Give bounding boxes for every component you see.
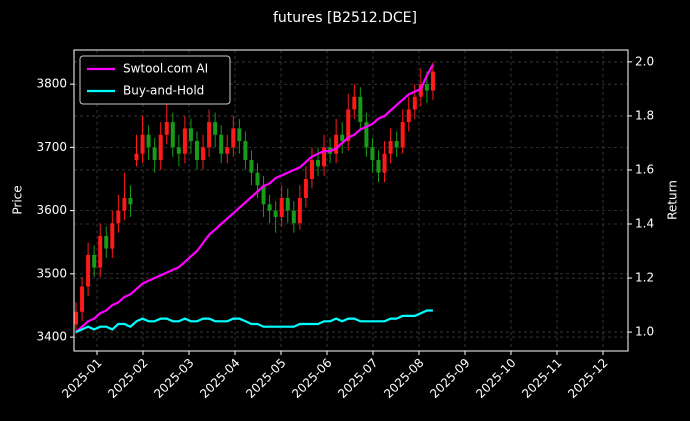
x-tick-label: 2025-01 [59,356,104,401]
candle-body [291,210,296,224]
candle-body [261,185,266,205]
candle-body [110,223,115,249]
candle-body [340,134,345,142]
candle-body [116,210,121,224]
legend-label: Swtool.com AI [123,62,208,76]
y-axis-label: Price [11,185,25,214]
candle-body [195,141,199,161]
x-tick-label: 2025-04 [197,356,242,401]
candle-body [140,134,145,154]
x-tick-label: 2025-10 [473,356,518,401]
x-tick-label: 2025-11 [519,356,564,401]
x-tick-label: 2025-09 [427,356,472,401]
y2-tick-label: 1.6 [635,162,654,176]
y-tick-label: 3600 [36,203,67,217]
x-tick-label: 2025-03 [151,356,196,401]
candle-body [122,197,127,211]
candle-body [249,160,254,173]
candle-body [182,128,187,154]
return-line [75,64,434,333]
candle-body [74,311,78,325]
candle-body [297,197,302,224]
candle-body [412,96,417,110]
y2-tick-label: 1.8 [635,108,654,122]
candle-body [86,254,91,287]
candle-body [134,153,139,161]
chart-title: futures [B2512.DCE] [273,10,417,26]
candle-body [170,122,175,148]
candle-body [424,84,429,91]
x-tick-label: 2025-07 [335,356,380,401]
candle-body [104,235,109,249]
candle-body [128,197,133,205]
candle-body [98,235,103,268]
x-tick-label: 2025-12 [565,356,610,401]
candle-body [376,160,381,173]
candle-body [394,141,399,148]
candle-body [188,128,193,142]
candle-body [285,197,290,211]
candle-body [92,254,97,268]
candle-body [237,128,242,142]
y2-tick-label: 1.4 [635,217,654,231]
candle-body [255,172,260,186]
candle-body [201,147,206,161]
y2-tick-label: 1.2 [635,271,654,285]
candle-body [303,179,308,198]
candle-body [322,147,327,167]
candle-body [231,128,236,148]
candle-body [382,153,387,173]
return-line [75,309,433,334]
y-tick-label: 3800 [36,77,67,91]
x-tick-label: 2025-05 [243,356,288,401]
candle-body [400,122,405,148]
candle-body [430,71,435,91]
candle-body [406,109,411,123]
legend-box [79,55,231,105]
candle-body [219,134,224,154]
plot-frame [73,49,629,352]
candle-body [334,134,339,154]
y2-tick-label: 2.0 [635,54,654,68]
y2-tick-label: 1.0 [635,325,654,339]
x-tick-label: 2025-08 [381,356,426,401]
y-tick-label: 3400 [36,330,67,344]
candle-body [213,122,218,135]
candle-body [273,210,278,217]
candle-body [267,204,272,211]
candle-body [146,134,151,148]
candle-body [358,96,363,123]
y-tick-label: 3500 [36,266,67,280]
candle-body [418,84,423,97]
candle-body [207,122,212,148]
candle-body [80,286,85,312]
legend: Swtool.com AI Buy-and-Hold [79,55,231,105]
legend-label: Buy-and-Hold [123,84,204,98]
candle-body [316,160,320,167]
candle-body [346,109,351,142]
x-tick-label: 2025-02 [105,356,150,401]
y2-axis-label: Return [666,180,680,220]
candle-body [309,160,314,179]
candle-body [370,147,375,161]
candle-body [225,147,230,154]
candle-body [364,122,369,148]
x-tick-label: 2025-06 [289,356,334,401]
candle-body [152,147,157,161]
candle-body [243,141,248,161]
candle-body [352,96,357,110]
y-tick-label: 3700 [36,140,67,154]
candle-body [279,197,284,217]
candle-body [176,147,181,154]
candle-body [388,141,393,154]
candle-body [158,134,163,161]
candle-body [164,122,169,135]
